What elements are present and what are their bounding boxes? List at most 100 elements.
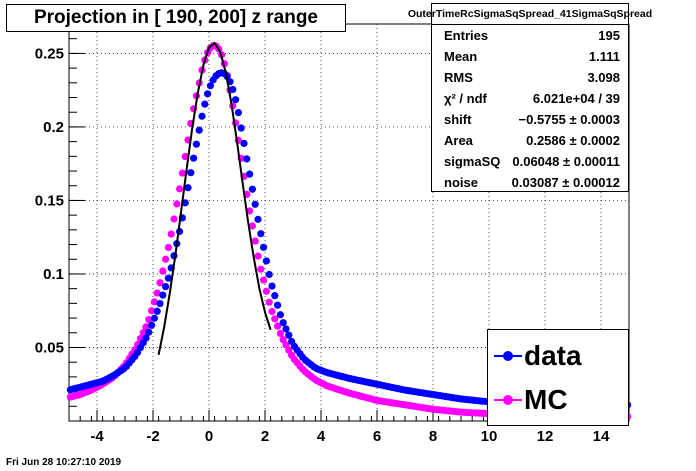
data-point xyxy=(156,299,164,308)
y-tick-label: 0.15 xyxy=(35,192,64,209)
stats-histogram-name: OuterTimeRcSigmaSqSpread_41SigmaSqSpread xyxy=(408,4,652,25)
data-point xyxy=(232,96,240,104)
legend-marker-data xyxy=(503,351,513,361)
data-point xyxy=(262,257,270,265)
stats-label: Mean xyxy=(444,49,478,64)
data-point xyxy=(176,185,184,193)
data-point xyxy=(201,100,209,108)
y-tick-label: 0.25 xyxy=(35,45,64,62)
data-point xyxy=(257,265,265,273)
fit-curve xyxy=(157,41,272,356)
y-tick-label: 0.05 xyxy=(35,339,64,356)
data-point xyxy=(260,243,268,251)
data-point xyxy=(150,314,158,322)
data-point xyxy=(142,334,150,342)
data-point xyxy=(254,252,262,260)
data-point xyxy=(148,321,156,329)
x-tick-label: 12 xyxy=(537,428,554,445)
y-axis: 0.05 0.1 0.15 0.2 0.25 xyxy=(35,38,85,407)
data-point xyxy=(192,140,200,148)
stats-row: Mean 1.111 xyxy=(432,46,628,67)
stats-value: 0.03087 ± 0.00012 xyxy=(511,175,620,190)
data-point xyxy=(257,230,265,238)
data-point xyxy=(279,319,287,327)
data-point xyxy=(248,185,256,193)
data-point xyxy=(184,184,192,192)
data-point xyxy=(178,169,186,177)
stats-label: noise xyxy=(444,175,478,190)
x-tick-label: 4 xyxy=(317,428,326,445)
x-tick-label: 2 xyxy=(261,428,269,445)
stats-row: Area 0.2586 ± 0.0002 xyxy=(432,130,628,151)
stats-row: RMS 3.098 xyxy=(432,67,628,88)
x-tick-label: 6 xyxy=(373,428,381,445)
data-point xyxy=(262,287,270,295)
data-point xyxy=(181,152,189,161)
data-point xyxy=(254,215,262,223)
chart-title-text: Projection in [ 190, 200] z range xyxy=(33,7,319,28)
x-tick-label: -4 xyxy=(90,428,104,445)
stats-value: 195 xyxy=(598,28,620,43)
stats-label: shift xyxy=(444,112,472,127)
data-point xyxy=(251,200,259,208)
data-point xyxy=(248,222,256,230)
data-point xyxy=(243,155,251,163)
legend: data MC xyxy=(487,329,629,426)
legend-entry-data: data xyxy=(488,336,628,376)
data-point xyxy=(271,292,279,300)
data-point xyxy=(167,230,175,238)
stats-label: Area xyxy=(444,133,473,148)
stats-value: −0.5755 ± 0.0003 xyxy=(518,112,620,127)
timestamp: Fri Jun 28 10:27:10 2019 xyxy=(6,457,122,468)
data-point xyxy=(268,307,276,316)
data-point xyxy=(265,270,273,279)
stats-label: Entries xyxy=(444,28,489,43)
data-point xyxy=(237,124,245,132)
legend-label-data: data xyxy=(524,340,582,371)
data-point xyxy=(282,325,290,333)
data-point xyxy=(285,331,293,339)
y-tick-label: 0.2 xyxy=(43,119,64,136)
data-point xyxy=(274,301,282,309)
data-point xyxy=(265,298,273,306)
data-point xyxy=(148,307,156,315)
stats-value: 0.06048 ± 0.00011 xyxy=(512,154,620,169)
stats-label: sigmaSQ xyxy=(444,154,501,169)
data-point xyxy=(240,139,248,148)
data-point xyxy=(271,315,279,323)
data-point xyxy=(204,90,212,98)
y-tick-label: 0.1 xyxy=(43,266,64,283)
stats-label: χ² / ndf xyxy=(444,91,487,106)
legend-entry-mc: MC xyxy=(488,380,628,420)
data-point xyxy=(173,200,181,208)
stats-rows: Entries 195 Mean 1.111 RMS 3.098 χ² / ndf 6.021… xyxy=(432,25,628,193)
data-point xyxy=(159,267,167,275)
data-point xyxy=(139,329,147,337)
x-tick-label: 10 xyxy=(481,428,498,445)
data-point xyxy=(198,112,206,120)
data-point xyxy=(195,126,203,134)
stats-label: RMS xyxy=(444,70,473,85)
data-point xyxy=(145,315,153,324)
x-tick-label: 14 xyxy=(593,428,610,445)
data-point xyxy=(190,154,198,162)
stats-row: noise 0.03087 ± 0.00012 xyxy=(432,172,628,193)
x-tick-label: -2 xyxy=(146,428,159,445)
x-axis: -4 -2 0 2 4 6 8 10 12 14 xyxy=(68,410,619,445)
data-point xyxy=(142,323,150,331)
grid-lines xyxy=(69,24,629,421)
data-point xyxy=(234,108,242,117)
data-point xyxy=(159,291,167,299)
data-point xyxy=(276,311,284,319)
data-point xyxy=(145,328,153,336)
data-point xyxy=(150,298,158,306)
legend-label-mc: MC xyxy=(524,384,568,415)
data-point xyxy=(187,169,195,177)
data-point xyxy=(162,255,170,263)
stats-row: sigmaSQ 0.06048 ± 0.00011 xyxy=(432,151,628,172)
data-point xyxy=(170,215,178,223)
stats-row: χ² / ndf 6.021e+04 / 39 xyxy=(432,88,628,109)
data-point xyxy=(276,329,284,338)
data-point xyxy=(251,237,259,245)
data-point xyxy=(153,307,161,315)
